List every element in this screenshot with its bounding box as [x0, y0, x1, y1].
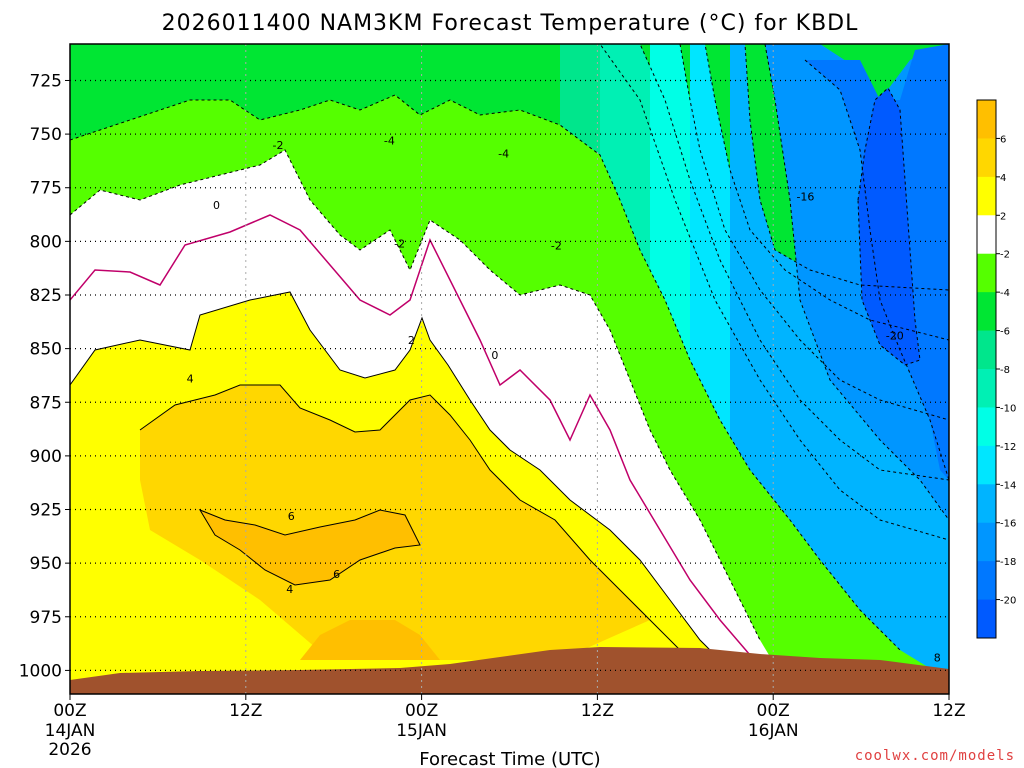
band-plus6 — [200, 510, 420, 585]
colorbar-bin — [977, 522, 996, 562]
contour-minus10 — [650, 44, 949, 421]
colorbar-bin — [977, 215, 996, 255]
colorbar-bin — [977, 100, 996, 139]
contour-label: 0 — [491, 349, 498, 362]
contour-label: 2 — [408, 334, 415, 347]
y-tick-label: 975 — [30, 608, 62, 628]
colorbar-bin — [977, 138, 996, 178]
colorbar-bin — [977, 253, 996, 293]
x-tick-label: 00Z — [757, 701, 790, 721]
y-tick-label: 800 — [30, 232, 62, 252]
contour-label: -20 — [886, 330, 904, 343]
colorbar-bin — [977, 369, 996, 408]
x-tick-year: 2026 — [48, 740, 91, 760]
contour-label: 0 — [213, 199, 220, 212]
contour-minus20 — [857, 87, 921, 366]
y-tick-label: 850 — [30, 340, 62, 360]
contour-label: -2 — [551, 240, 562, 253]
contour-minus18 — [804, 59, 949, 481]
y-tick-label: 900 — [30, 447, 62, 467]
y-axis: 725 750 775 800 825 850 875 900 925 950 975 1000 — [19, 71, 70, 681]
colorbar-tick-label: -8 — [1000, 365, 1010, 376]
plot-area: -2 -4 -4 0 -2 -2 2 0 4 6 6 4 -16 -20 8 — [70, 44, 949, 694]
contour-plus2 — [70, 291, 721, 661]
x-tick-date: 16JAN — [748, 721, 799, 741]
chart-title: 2026011400 NAM3KM Forecast Temperature (… — [162, 11, 859, 36]
x-tick-label: 00Z — [405, 701, 438, 721]
colorbar-tick-label: 2 — [1000, 211, 1006, 222]
colorbar-bin — [977, 484, 996, 524]
contour-minus14 — [730, 44, 949, 291]
contour-label: 6 — [288, 510, 295, 523]
contour-label: 4 — [187, 373, 194, 386]
y-tick-label: 825 — [30, 286, 62, 306]
y-tick-label: 925 — [30, 501, 62, 521]
band-minus20 — [858, 88, 920, 365]
colorbar-bin — [977, 330, 996, 370]
colorbar: 6 4 2 -2 -4 -6 -8 -10 -12 -14 -16 -18 -20 — [976, 99, 1016, 639]
contour-label: -16 — [796, 190, 814, 203]
contour-label: 8 — [934, 652, 941, 665]
y-tick-label: 775 — [30, 179, 62, 199]
x-tick-date: 15JAN — [396, 721, 447, 741]
y-tick-label: 725 — [30, 71, 62, 91]
contour-label: -4 — [384, 135, 395, 148]
colorbar-tick-label: -12 — [1000, 442, 1016, 453]
colorbar-tick-label: -2 — [1000, 250, 1010, 261]
colorbar-tick-label: -14 — [1000, 480, 1016, 491]
colorbar-bin — [977, 445, 996, 485]
colorbar-tick-label: -4 — [1000, 288, 1010, 299]
contour-plus6 — [198, 508, 421, 586]
vertical-gridlines — [245, 44, 774, 694]
x-tick-date: 14JAN — [45, 721, 96, 741]
y-tick-label: 950 — [30, 554, 62, 574]
x-tick-label: 12Z — [932, 701, 965, 721]
x-axis-label: Forecast Time (UTC) — [419, 749, 600, 768]
colorbar-bin — [977, 292, 996, 332]
colorbar-bin — [977, 599, 996, 639]
terrain — [70, 647, 949, 694]
contour-zero — [70, 214, 751, 656]
colorbar-tick-label: -10 — [1000, 403, 1016, 414]
colorbar-tick-label: -16 — [1000, 519, 1016, 530]
credit-text: coolwx.com/models — [855, 748, 1015, 764]
plot-frame — [69, 43, 950, 695]
colorbar-bin — [977, 561, 996, 601]
x-tick-label: 12Z — [581, 701, 614, 721]
contour-labels: -2 -4 -4 0 -2 -2 2 0 4 6 6 4 -16 -20 8 — [187, 135, 941, 665]
colorbar-tick-label: 4 — [1000, 173, 1006, 184]
contour-minus2 — [70, 149, 761, 641]
contour-minus12 — [690, 44, 949, 341]
contour-label: -4 — [498, 147, 509, 160]
colorbar-bin — [977, 176, 996, 216]
colorbar-tick-label: -20 — [1000, 596, 1016, 607]
contour-label: -2 — [273, 139, 284, 152]
contour-label: 4 — [286, 583, 293, 596]
colorbar-tick-label: 6 — [1000, 134, 1006, 145]
colorbar-bin — [977, 407, 996, 447]
band-plus6-surface — [300, 620, 440, 660]
x-tick-label: 12Z — [229, 701, 262, 721]
x-tick-label: 00Z — [53, 701, 86, 721]
contour-minus6 — [560, 44, 949, 541]
y-tick-label: 875 — [30, 393, 62, 413]
y-tick-label: 1000 — [19, 661, 62, 681]
contour-plus4 — [139, 384, 681, 651]
contour-minus4 — [70, 94, 901, 651]
contour-label: -2 — [394, 238, 405, 251]
y-tick-label: 750 — [30, 125, 62, 145]
contour-minus16 — [764, 44, 949, 521]
colorbar-tick-label: -18 — [1000, 557, 1016, 568]
contour-label: 6 — [333, 568, 340, 581]
colorbar-tick-label: -6 — [1000, 327, 1010, 338]
